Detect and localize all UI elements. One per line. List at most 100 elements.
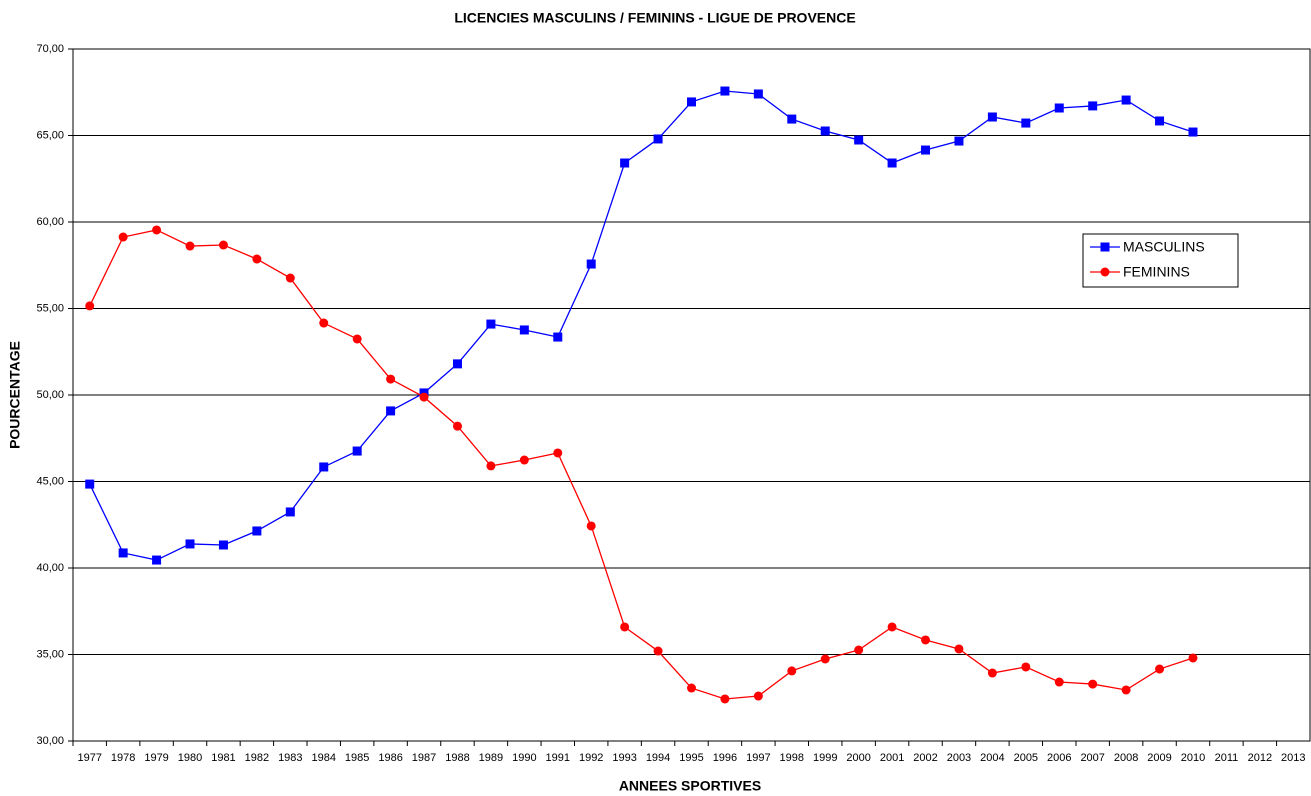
data-point [753,691,763,701]
data-point [285,507,295,517]
data-point [1188,653,1198,663]
x-tick-label: 1990 [512,752,536,764]
data-point [252,526,262,536]
data-point [921,635,931,645]
data-point [620,158,630,168]
data-point [653,646,663,656]
x-tick-label: 1978 [111,752,135,764]
legend-label: FEMININS [1123,264,1190,280]
x-tick-label: 1984 [312,752,336,764]
data-point [419,392,429,402]
x-tick-label: 1988 [445,752,469,764]
data-point [519,325,529,335]
data-point [553,448,563,458]
data-point [586,259,596,269]
data-point [987,668,997,678]
data-point [687,97,696,107]
data-point [1054,103,1064,113]
x-tick-label: 2005 [1014,752,1038,764]
data-point [486,461,496,471]
data-point [352,334,362,344]
data-point [586,521,596,531]
data-point [887,158,897,168]
data-point [152,555,162,565]
x-tick-label: 2010 [1181,752,1205,764]
data-point [85,479,95,489]
x-tick-label: 1998 [780,752,804,764]
data-point [452,359,462,369]
data-point [620,622,630,632]
y-tick-label: 45,00 [36,475,64,487]
data-point [252,254,262,264]
x-tick-label: 1987 [412,752,436,764]
x-tick-label: 1985 [345,752,369,764]
x-tick-label: 2004 [980,752,1004,764]
x-tick-label: 2013 [1281,752,1305,764]
data-point [1021,118,1031,128]
series-line [89,90,1194,561]
data-point [720,694,730,704]
data-point [1121,95,1131,105]
data-point [386,406,396,416]
series [85,225,1198,704]
x-tick-label: 2000 [846,752,870,764]
x-tick-label: 1999 [813,752,837,764]
data-point [386,374,396,384]
x-tick-label: 1983 [278,752,302,764]
data-point [921,145,931,155]
x-tick-label: 2012 [1248,752,1272,764]
data-point [1021,662,1031,672]
data-point [720,86,730,96]
data-point [319,462,329,472]
data-point [285,273,295,283]
data-point [118,548,128,558]
x-tick-label: 1986 [378,752,402,764]
data-point [185,241,195,251]
x-tick-label: 1994 [646,752,670,764]
data-point [854,135,864,145]
data-point [787,666,797,676]
data-point [185,539,195,549]
data-point [319,318,329,328]
x-tick-label: 2007 [1080,752,1104,764]
x-tick-label: 1982 [245,752,269,764]
data-point [452,421,462,431]
x-tick-label: 1997 [746,752,770,764]
x-tick-label: 1979 [144,752,168,764]
y-tick-label: 70,00 [36,43,64,55]
x-tick-label: 1993 [612,752,636,764]
data-point [519,455,529,465]
data-point [1155,116,1165,126]
x-tick-label: 2001 [880,752,904,764]
data-point [820,126,830,136]
data-point [152,225,162,235]
series [85,86,1198,565]
data-point [553,332,563,342]
data-point [820,654,830,664]
data-point [1054,677,1064,687]
data-point [787,114,797,124]
x-axis-label: ANNEES SPORTIVES [619,778,761,794]
x-tick-label: 1989 [479,752,503,764]
x-tick-label: 1977 [77,752,101,764]
y-axis-label: POURCENTAGE [7,341,23,449]
data-point [218,540,228,550]
data-point [1121,685,1131,695]
x-tick-label: 2009 [1147,752,1171,764]
data-point [1088,101,1098,111]
legend-marker [1100,242,1110,252]
y-tick-label: 55,00 [36,302,64,314]
x-tick-label: 1980 [178,752,202,764]
data-point [486,319,496,329]
y-tick-label: 30,00 [36,735,64,747]
legend-marker [1100,267,1110,277]
data-point [352,446,362,456]
data-point [954,136,964,146]
plot-border [72,48,1311,742]
data-point [954,644,964,654]
x-tick-label: 2006 [1047,752,1071,764]
data-point [1188,127,1198,137]
data-point [887,622,897,632]
data-point [218,240,228,250]
